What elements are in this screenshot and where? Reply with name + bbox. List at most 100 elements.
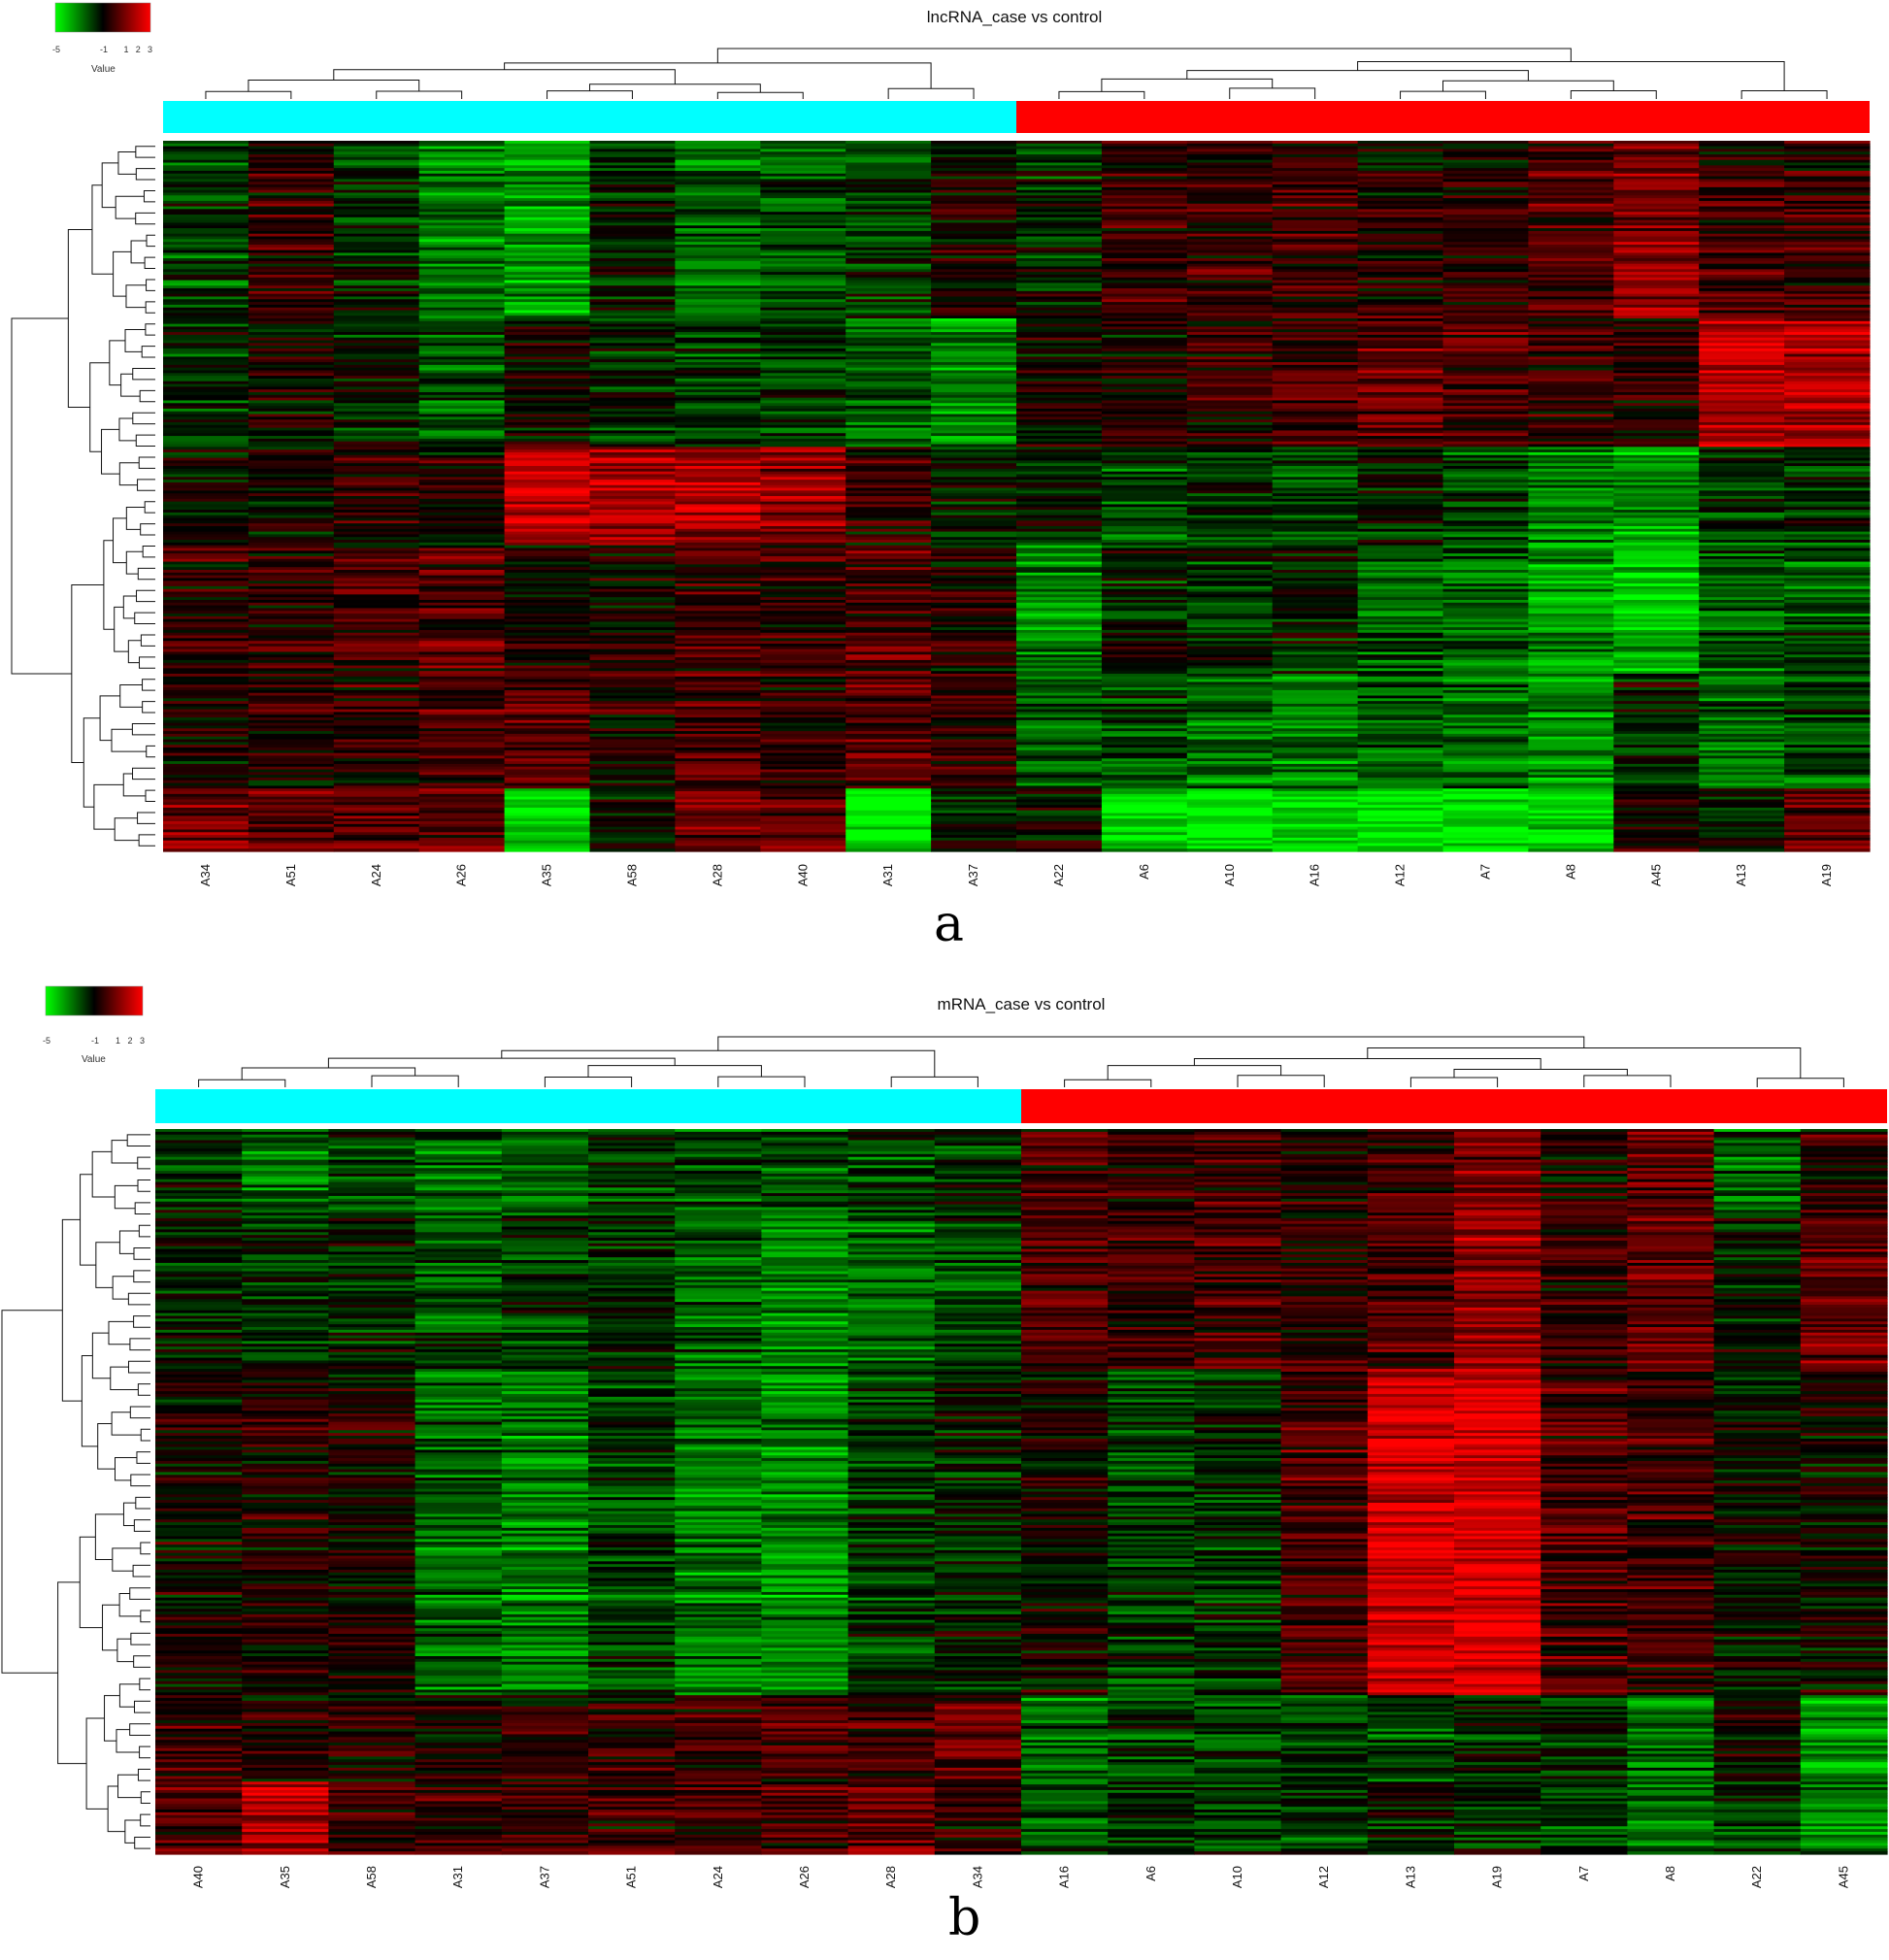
heatmap-cell xyxy=(1357,263,1444,268)
heatmap-cell xyxy=(675,454,761,459)
heatmap-cell xyxy=(675,496,761,500)
heatmap-cell xyxy=(1784,280,1871,283)
heatmap-cell xyxy=(1613,272,1700,276)
heatmap-cell xyxy=(589,698,676,702)
heatmap-cell xyxy=(1613,263,1700,268)
heatmap-cell xyxy=(1784,444,1871,448)
heatmap-cell xyxy=(1613,282,1700,286)
heatmap-cell xyxy=(1101,545,1188,549)
heatmap-cell xyxy=(1784,706,1871,711)
heatmap-cell xyxy=(1784,525,1871,530)
heatmap-cell xyxy=(760,263,846,268)
heatmap-cell xyxy=(1613,796,1700,801)
heatmap-cell xyxy=(333,534,420,538)
heatmap-cell xyxy=(163,149,249,152)
heatmap-cell xyxy=(418,215,506,218)
heatmap-cell xyxy=(418,176,506,181)
heatmap-cell xyxy=(1272,252,1359,256)
heatmap-cell xyxy=(845,555,932,560)
heatmap-cell xyxy=(760,274,846,279)
heatmap-cell xyxy=(1699,406,1785,410)
heatmap-cell xyxy=(675,674,761,678)
heatmap-cell xyxy=(163,550,249,554)
heatmap-cell xyxy=(248,676,335,681)
heatmap-cell xyxy=(1613,222,1700,226)
heatmap-cell xyxy=(1528,695,1614,699)
heatmap-cell xyxy=(333,236,420,240)
heatmap-cell xyxy=(1016,644,1103,648)
heatmap-cell xyxy=(504,468,591,473)
heatmap-cell xyxy=(1528,179,1614,183)
heatmap-cell xyxy=(589,247,676,251)
heatmap-cell xyxy=(1528,772,1614,776)
heatmap-cell xyxy=(1442,323,1529,328)
heatmap-cell xyxy=(1528,244,1614,249)
heatmap-cell xyxy=(589,392,676,396)
heatmap-cell xyxy=(1699,378,1785,382)
heatmap-cell xyxy=(504,233,591,238)
heatmap-cell xyxy=(1442,260,1529,265)
heatmap-cell xyxy=(1784,736,1871,741)
heatmap-cell xyxy=(418,165,506,169)
heatmap-cell xyxy=(1101,173,1188,178)
heatmap-cell xyxy=(248,466,335,470)
heatmap-cell xyxy=(1528,222,1614,226)
heatmap-cell xyxy=(1357,179,1444,183)
heatmap-cell xyxy=(333,668,420,672)
row-dendrogram-link xyxy=(138,456,155,469)
heatmap-cell xyxy=(163,343,249,347)
heatmap-cell xyxy=(248,359,335,363)
heatmap-cell xyxy=(418,359,506,363)
heatmap-cell xyxy=(1784,482,1871,486)
heatmap-cell xyxy=(1016,236,1103,240)
heatmap-cell xyxy=(1613,777,1700,781)
heatmap-cell xyxy=(418,296,506,300)
heatmap-cell xyxy=(1442,777,1529,781)
heatmap-cell xyxy=(248,772,335,776)
heatmap-cell xyxy=(1186,733,1274,738)
heatmap-cell xyxy=(1101,356,1188,360)
heatmap-cell xyxy=(1613,608,1700,612)
heatmap-cell xyxy=(1272,466,1359,470)
heatmap-cell xyxy=(1442,615,1529,620)
heatmap-cell xyxy=(248,799,335,803)
heatmap-cell xyxy=(1357,389,1444,393)
heatmap-cell xyxy=(1016,531,1103,536)
heatmap-cell xyxy=(1528,755,1614,759)
heatmap-cell xyxy=(760,638,846,642)
heatmap-cell xyxy=(1784,766,1871,771)
heatmap-cell xyxy=(418,504,506,508)
heatmap-cell xyxy=(1101,195,1188,199)
heatmap-cell xyxy=(1442,698,1529,702)
heatmap-cell xyxy=(1528,378,1614,382)
heatmap-cell xyxy=(589,477,676,481)
heatmap-cell xyxy=(248,252,335,256)
heatmap-cell xyxy=(248,662,335,667)
heatmap-cell xyxy=(1442,684,1529,688)
heatmap-cell xyxy=(1442,392,1529,396)
heatmap-cell xyxy=(1357,332,1444,336)
heatmap-cell xyxy=(1016,615,1103,620)
heatmap-cell xyxy=(675,310,761,314)
heatmap-cell xyxy=(333,480,420,483)
heatmap-cell xyxy=(163,733,249,738)
heatmap-cell xyxy=(418,695,506,699)
heatmap-cell xyxy=(333,285,420,289)
heatmap-cell xyxy=(1101,266,1188,270)
heatmap-cell xyxy=(333,588,420,593)
heatmap-cell xyxy=(163,416,249,420)
heatmap-cell xyxy=(1186,389,1274,393)
heatmap-cell xyxy=(931,433,1017,437)
heatmap-cell xyxy=(504,471,591,476)
heatmap-cell xyxy=(1528,484,1614,489)
heatmap-cell xyxy=(1699,242,1785,246)
heatmap-cell xyxy=(589,236,676,240)
heatmap-cell xyxy=(1272,206,1359,210)
heatmap-cell xyxy=(1784,545,1871,549)
heatmap-cell xyxy=(504,703,591,708)
heatmap-cell xyxy=(1016,548,1103,551)
heatmap-cell xyxy=(418,484,506,489)
heatmap-cell xyxy=(418,141,506,145)
row-dendrogram-link xyxy=(67,229,92,408)
heatmap-cell xyxy=(1016,517,1103,521)
